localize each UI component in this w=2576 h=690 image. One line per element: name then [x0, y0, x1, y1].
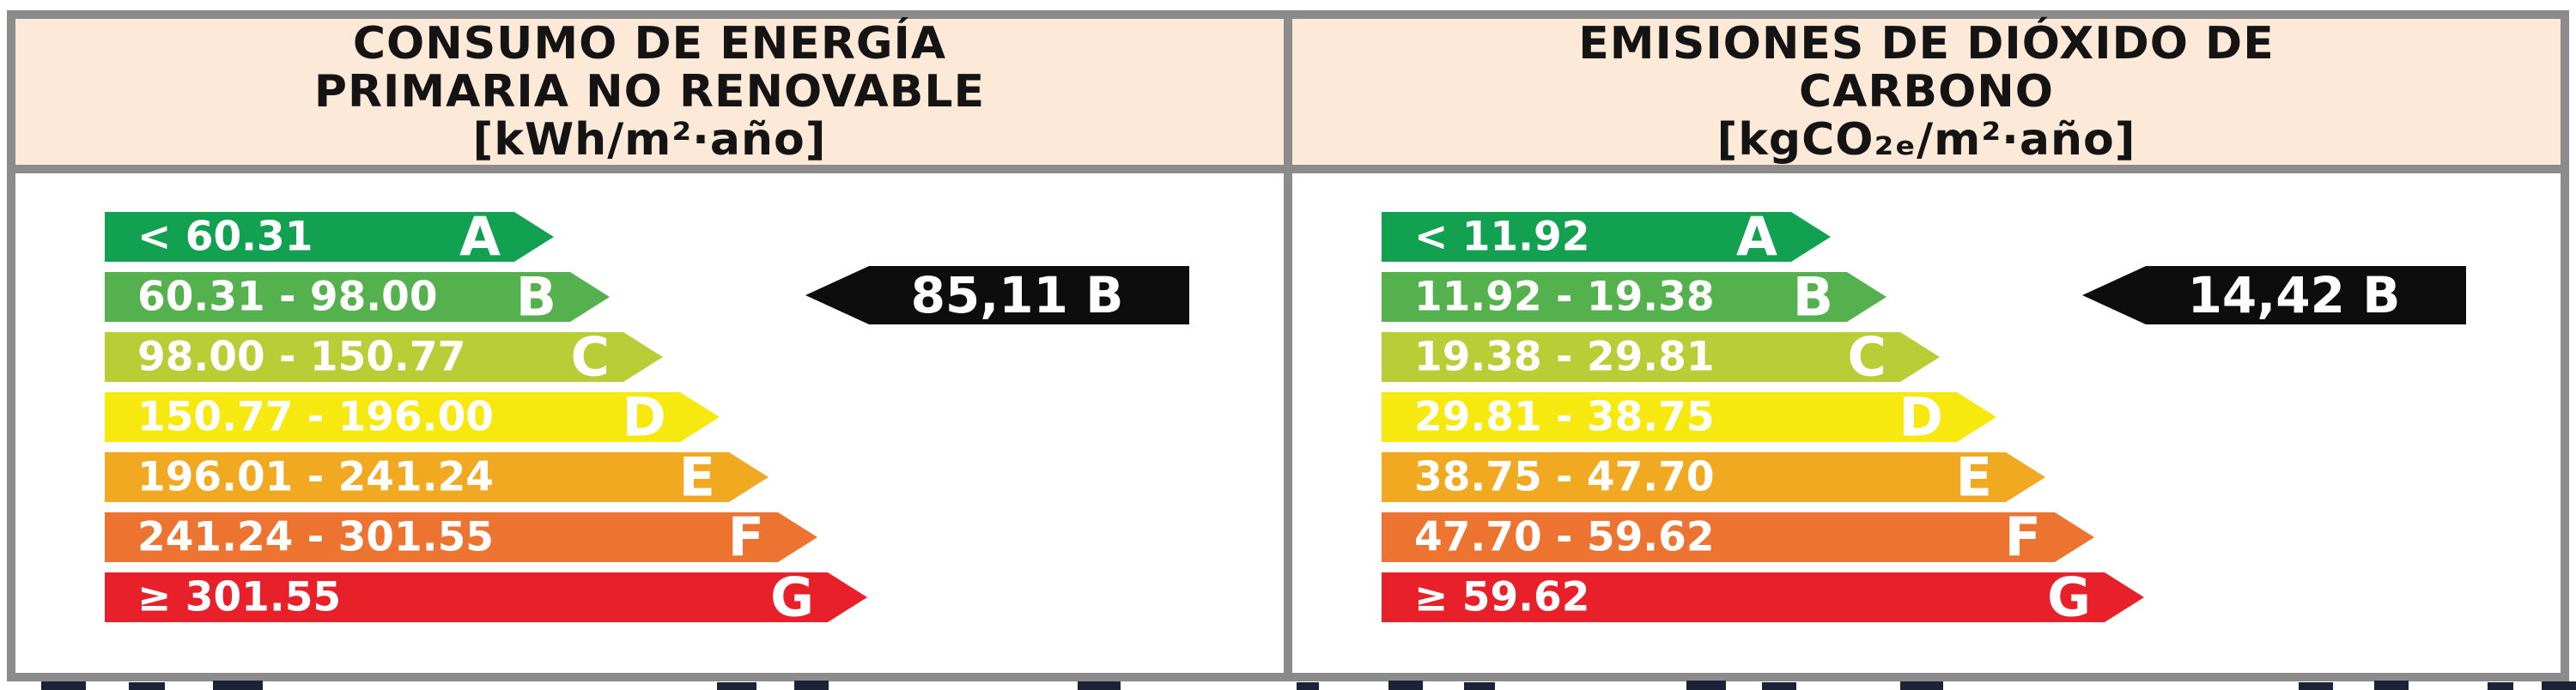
primary-energy-title: CONSUMO DE ENERGÍA PRIMARIA NO RENOVABLE…: [313, 18, 986, 166]
rating-range-c: 19.38 - 29.81: [1414, 333, 1715, 381]
rating-letter-d: D: [1899, 385, 1943, 449]
rating-bar-d: 29.81 - 38.75 D: [1382, 392, 1996, 442]
rating-range-g: ≥ 59.62: [1414, 573, 1590, 621]
rating-letter-a: A: [1736, 205, 1777, 269]
rating-letter-a: A: [459, 205, 501, 269]
rating-range-c: 98.00 - 150.77: [137, 333, 466, 381]
rating-bar-b: 11.92 - 19.38 B: [1382, 272, 1886, 322]
rating-bars-co2-emissions: < 11.92 A 11.92 - 19.38 B 19.38 - 29.81 …: [1382, 212, 2144, 622]
rating-letter-g: G: [2047, 566, 2091, 629]
rating-range-f: 47.70 - 59.62: [1414, 513, 1715, 561]
co2-emissions-title: EMISIONES DE DIÓXIDO DE CARBONO [kgCO₂ₑ/…: [1578, 18, 2275, 166]
rating-letter-b: B: [515, 265, 556, 329]
rating-range-d: 29.81 - 38.75: [1414, 393, 1715, 441]
rating-range-d: 150.77 - 196.00: [137, 393, 494, 441]
rating-letter-g: G: [770, 566, 814, 629]
header-co2-emissions: EMISIONES DE DIÓXIDO DE CARBONO [kgCO₂ₑ/…: [1292, 19, 2561, 165]
rating-range-a: < 60.31: [137, 213, 313, 261]
rating-range-a: < 11.92: [1414, 213, 1590, 261]
rating-letter-c: C: [570, 325, 610, 389]
rating-bar-f: 47.70 - 59.62 F: [1382, 512, 2094, 562]
rating-letter-f: F: [727, 505, 764, 569]
rating-bar-a: < 60.31 A: [105, 212, 554, 262]
rating-range-b: 60.31 - 98.00: [137, 273, 438, 321]
rating-range-g: ≥ 301.55: [137, 573, 342, 621]
rating-bar-a: < 11.92 A: [1382, 212, 1831, 262]
primary-energy-scale: < 60.31 A 60.31 - 98.00 B 98.00 - 150.77…: [15, 173, 1284, 673]
rating-bar-e: 38.75 - 47.70 E: [1382, 452, 2045, 502]
rating-value-arrow-primary-energy: 85,11 B: [805, 266, 1189, 324]
rating-range-f: 241.24 - 301.55: [137, 513, 494, 561]
rating-letter-c: C: [1847, 325, 1886, 389]
rating-bar-c: 19.38 - 29.81 C: [1382, 332, 1940, 382]
rating-bar-g: ≥ 301.55 G: [105, 572, 867, 622]
rating-letter-f: F: [2004, 505, 2041, 569]
rating-bars-primary-energy: < 60.31 A 60.31 - 98.00 B 98.00 - 150.77…: [105, 212, 867, 622]
energy-label-table: CONSUMO DE ENERGÍA PRIMARIA NO RENOVABLE…: [7, 10, 2569, 681]
rating-bar-c: 98.00 - 150.77 C: [105, 332, 663, 382]
rating-bar-e: 196.01 - 241.24 E: [105, 452, 769, 502]
rating-bar-b: 60.31 - 98.00 B: [105, 272, 610, 322]
co2-emissions-scale: < 11.92 A 11.92 - 19.38 B 19.38 - 29.81 …: [1292, 173, 2561, 673]
rating-value-arrow-co2-emissions: 14,42 B: [2082, 266, 2466, 324]
header-primary-energy: CONSUMO DE ENERGÍA PRIMARIA NO RENOVABLE…: [15, 19, 1284, 165]
rating-letter-e: E: [678, 445, 715, 509]
rating-range-b: 11.92 - 19.38: [1414, 273, 1715, 321]
rating-letter-b: B: [1792, 265, 1833, 329]
rating-letter-e: E: [1955, 445, 1992, 509]
rating-bar-g: ≥ 59.62 G: [1382, 572, 2144, 622]
rating-bar-f: 241.24 - 301.55 F: [105, 512, 817, 562]
rating-range-e: 38.75 - 47.70: [1414, 453, 1715, 501]
rating-range-e: 196.01 - 241.24: [137, 453, 494, 501]
rating-bar-d: 150.77 - 196.00 D: [105, 392, 720, 442]
cropped-text-fragments: [0, 680, 2576, 690]
rating-letter-d: D: [622, 385, 666, 449]
